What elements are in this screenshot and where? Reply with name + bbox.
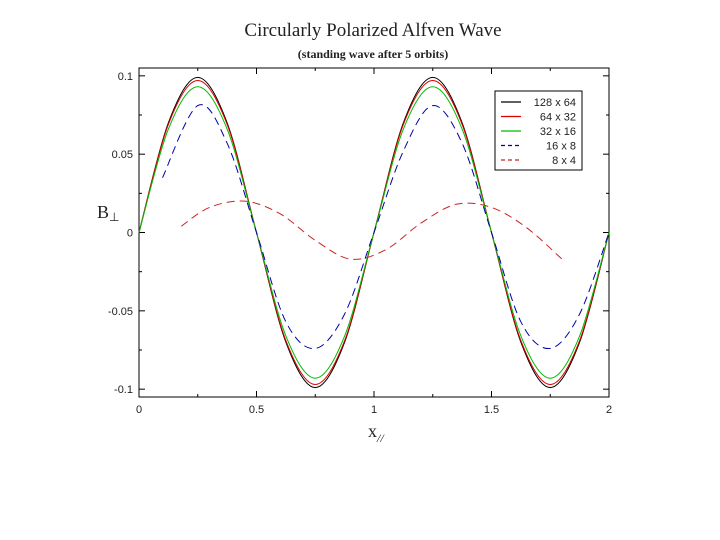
series-line-4 [181,200,563,260]
series-line-3 [162,104,610,349]
x-tick-label: 2 [606,404,612,416]
x-tick-label: 1 [371,404,377,416]
x-tick-label: 1.5 [484,404,499,416]
y-tick-label: 0.1 [118,71,133,83]
legend-label-1: 64 x 32 [540,112,576,124]
y-axis-label-main: B [97,202,109,222]
x-tick-label: 0.5 [249,404,264,416]
x-axis-label: x// [368,421,385,445]
legend-label-3: 16 x 8 [546,141,576,153]
y-tick-label: 0 [127,228,133,240]
legend-label-2: 32 x 16 [540,126,576,138]
y-axis-label: B⊥ [97,202,119,224]
y-tick-label: -0.05 [108,306,133,318]
x-axis-label-main: x [368,421,377,441]
y-axis-label-sub: ⊥ [109,210,119,224]
y-tick-label: 0.05 [112,149,133,161]
y-tick-label: -0.1 [114,384,133,396]
chart-title: Circularly Polarized Alfven Wave [244,20,502,41]
chart-subtitle: (standing wave after 5 orbits) [297,47,449,61]
x-axis-label-sub: // [376,431,385,445]
legend-label-0: 128 x 64 [534,97,576,109]
legend-label-4: 8 x 4 [552,155,576,167]
x-tick-label: 0 [136,404,142,416]
